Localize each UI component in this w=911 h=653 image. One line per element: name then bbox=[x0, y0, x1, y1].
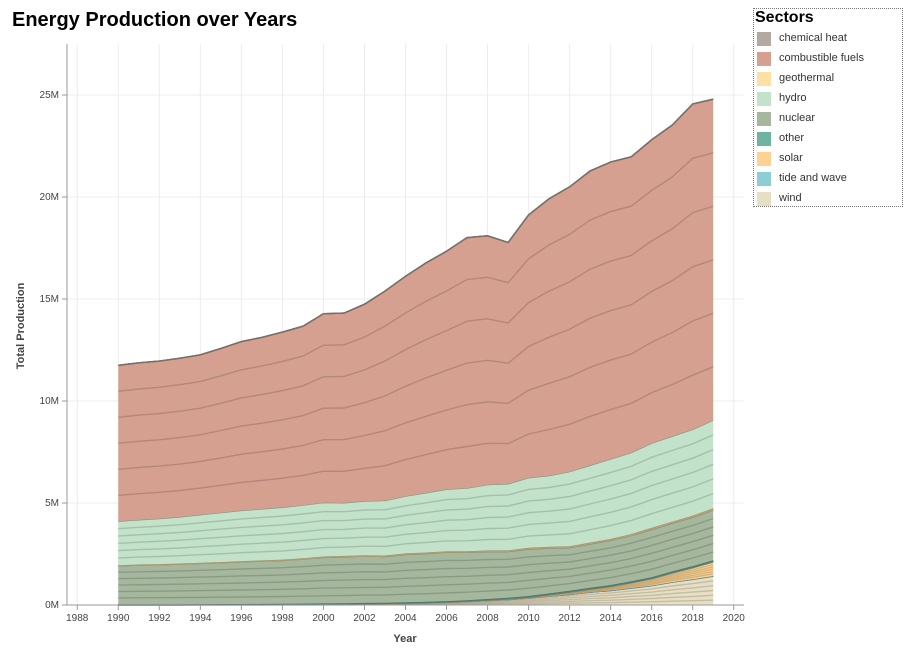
x-tick-label: 2018 bbox=[682, 613, 705, 624]
x-tick-label: 2004 bbox=[394, 613, 417, 624]
legend-swatch bbox=[757, 52, 771, 66]
area-combustible-fuels[interactable] bbox=[118, 99, 714, 522]
area-combustible-fuels-stripe bbox=[118, 152, 714, 392]
x-tick-label: 2020 bbox=[723, 613, 746, 624]
y-tick-label: 15M bbox=[40, 294, 59, 305]
area-chemical-heat-edge bbox=[118, 98, 714, 366]
legend-label: chemical heat bbox=[779, 32, 847, 44]
x-tick-label: 1992 bbox=[148, 613, 171, 624]
legend-label: combustible fuels bbox=[779, 52, 864, 64]
x-tick-label: 1994 bbox=[189, 613, 212, 624]
x-tick-label: 2012 bbox=[558, 613, 581, 624]
chart-title: Energy Production over Years bbox=[12, 9, 298, 31]
area-hydro[interactable] bbox=[118, 420, 714, 566]
x-tick-label: 2000 bbox=[312, 613, 335, 624]
area-nuclear-stripe bbox=[118, 542, 714, 593]
legend-label: other bbox=[779, 132, 805, 144]
legend-swatch bbox=[757, 172, 771, 186]
x-tick-label: 2008 bbox=[476, 613, 499, 624]
y-tick-label: 20M bbox=[40, 192, 59, 203]
x-tick-label: 2006 bbox=[435, 613, 458, 624]
x-tick-label: 1988 bbox=[66, 613, 89, 624]
x-tick-label: 2010 bbox=[517, 613, 540, 624]
x-tick-label: 2014 bbox=[600, 613, 623, 624]
y-tick-label: 10M bbox=[40, 396, 59, 407]
legend-label: nuclear bbox=[779, 112, 816, 124]
legend-label: solar bbox=[779, 152, 803, 164]
x-tick-label: 1996 bbox=[230, 613, 253, 624]
x-axis: 1988 1990 1992 1994 1996 1998 2000 2002 2004 2006… bbox=[66, 604, 746, 624]
area-layers[interactable] bbox=[118, 98, 714, 606]
area-nuclear-stripe bbox=[118, 526, 714, 580]
legend-swatch bbox=[757, 92, 771, 106]
legend-swatch bbox=[757, 32, 771, 46]
legend-label: geothermal bbox=[779, 72, 835, 84]
area-nuclear-stripe bbox=[118, 551, 714, 599]
y-tick-label: 0M bbox=[45, 600, 59, 611]
legend-swatch bbox=[757, 132, 771, 146]
area-hydro-stripe bbox=[118, 448, 714, 537]
legend-label: wind bbox=[779, 192, 802, 204]
legend-label: hydro bbox=[779, 92, 807, 104]
legend-swatch bbox=[757, 112, 771, 126]
legend-title: Sectors bbox=[755, 9, 814, 26]
area-hydro-stripe bbox=[118, 478, 714, 552]
y-tick-label: 5M bbox=[45, 498, 59, 509]
legend-swatch bbox=[757, 152, 771, 166]
area-nuclear-stripe bbox=[118, 517, 714, 573]
area-combustible-fuels-stripe bbox=[118, 366, 714, 496]
area-combustible-fuels-stripe bbox=[118, 205, 714, 418]
x-tick-label: 1998 bbox=[271, 613, 294, 624]
area-hydro-stripe bbox=[118, 492, 714, 559]
legend: Sectors chemical heat combustible fuels ge… bbox=[753, 8, 903, 207]
x-tick-label: 2002 bbox=[353, 613, 376, 624]
y-axis-label: Total Production bbox=[15, 282, 27, 369]
legend-swatch bbox=[757, 192, 771, 206]
area-combustible-fuels-stripe bbox=[118, 312, 714, 470]
area-combustible-fuels-stripe bbox=[118, 259, 714, 444]
y-tick-label: 25M bbox=[40, 90, 59, 101]
area-nuclear[interactable] bbox=[118, 510, 714, 605]
area-hydro-stripe bbox=[118, 434, 714, 530]
area-nuclear-stripe bbox=[118, 534, 714, 586]
y-axis: 0M 5M 10M 15M 20M 25M bbox=[40, 44, 68, 611]
x-tick-label: 1990 bbox=[107, 613, 130, 624]
legend-swatch bbox=[757, 72, 771, 86]
x-axis-label: Year bbox=[393, 633, 417, 645]
area-hydro-stripe bbox=[118, 463, 714, 544]
x-tick-label: 2016 bbox=[641, 613, 664, 624]
legend-label: tide and wave bbox=[779, 172, 847, 184]
